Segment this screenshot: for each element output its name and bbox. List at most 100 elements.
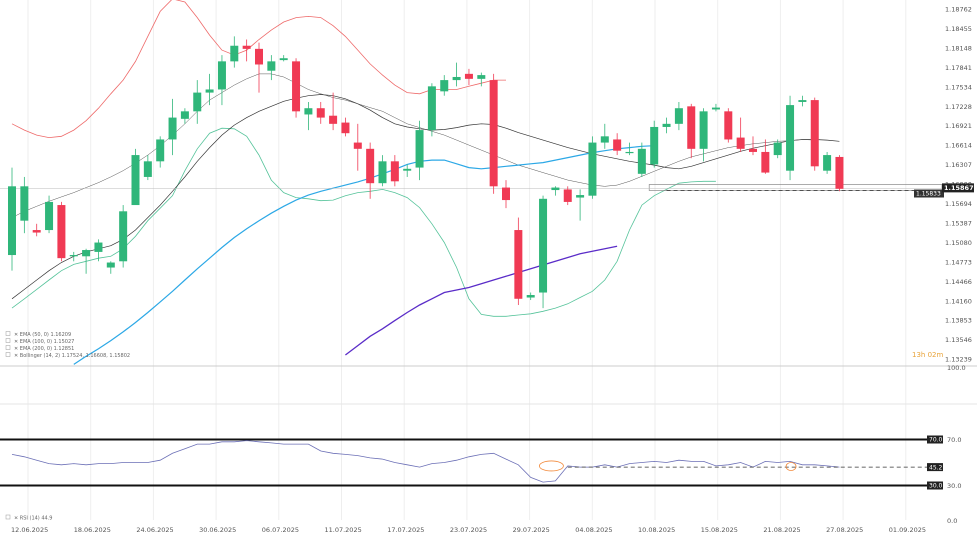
rsi-pane: 70.0 30.0 45.2 100.0 70.0 30.0 0.0 ✕ RSI (14) 4… bbox=[0, 364, 966, 525]
candle-up bbox=[662, 123, 671, 127]
bollinger-middle-line bbox=[11, 73, 815, 218]
price-tick-label: 1.15694 bbox=[945, 200, 972, 208]
candlesticks bbox=[8, 36, 844, 309]
rsi-axis-label: 70.0 bbox=[947, 436, 961, 444]
date-axis: 12.06.2025 18.06.2025 24.06.2025 30.06.2025… bbox=[11, 526, 926, 534]
candle-down bbox=[57, 205, 66, 259]
date-label: 15.08.2025 bbox=[701, 526, 738, 534]
date-label: 21.08.2025 bbox=[763, 526, 800, 534]
candle-up bbox=[625, 151, 634, 154]
candle-timer: 13h 02m bbox=[912, 351, 943, 359]
candle-up bbox=[415, 130, 424, 168]
date-label: 04.08.2025 bbox=[575, 526, 612, 534]
candle-up bbox=[8, 186, 16, 256]
date-label: 29.07.2025 bbox=[513, 526, 550, 534]
candle-up bbox=[180, 111, 189, 119]
candle-up bbox=[119, 211, 128, 262]
date-label: 17.07.2025 bbox=[387, 526, 424, 534]
rsi-level-tag-label: 30.0 bbox=[929, 483, 943, 490]
date-label: 06.07.2025 bbox=[262, 526, 299, 534]
date-label: 30.06.2025 bbox=[199, 526, 236, 534]
candle-up bbox=[217, 61, 226, 90]
candle-down bbox=[514, 230, 523, 299]
bollinger-bands bbox=[11, 0, 716, 317]
price-tick-label: 1.16614 bbox=[945, 142, 972, 150]
candle-down bbox=[316, 108, 325, 118]
candle-down bbox=[687, 106, 696, 149]
ema200-line bbox=[345, 245, 618, 356]
legend-entry: ✕ EMA (200, 0) 1.12851 bbox=[14, 346, 74, 352]
candle-up bbox=[156, 139, 165, 162]
candle-up bbox=[69, 255, 78, 257]
date-label: 18.06.2025 bbox=[74, 526, 111, 534]
rsi-level-tag bbox=[927, 463, 943, 472]
candle-up bbox=[699, 111, 708, 149]
price-tick-label: 1.16307 bbox=[945, 161, 972, 169]
candle-down bbox=[353, 142, 362, 149]
legend-checkbox bbox=[5, 514, 11, 520]
legend-checkbox bbox=[5, 331, 11, 336]
rsi-axis-label: 0.0 bbox=[947, 517, 957, 525]
price-tick-label: 1.17841 bbox=[945, 64, 972, 72]
candle-up bbox=[440, 80, 449, 92]
price-tick-label: 1.13853 bbox=[945, 317, 972, 325]
candle-up bbox=[279, 58, 288, 61]
legend-entry: ✕ EMA (100, 0) 1.15027 bbox=[14, 339, 74, 345]
candle-down bbox=[749, 148, 757, 152]
date-label: 24.06.2025 bbox=[136, 526, 173, 534]
candle-down bbox=[32, 230, 41, 233]
candle-up bbox=[711, 107, 720, 110]
indicator-legend: ✕ EMA (50, 0) 1.16209✕ EMA (100, 0) 1.15… bbox=[5, 331, 130, 359]
rsi-axis-label: 30.0 bbox=[947, 482, 961, 490]
price-tick-label: 1.13239 bbox=[945, 356, 972, 364]
ema-lines bbox=[11, 73, 840, 365]
candle-up bbox=[267, 61, 276, 71]
price-tick-label: 1.15080 bbox=[945, 239, 972, 247]
date-label: 27.08.2025 bbox=[826, 526, 863, 534]
candle-down bbox=[489, 80, 498, 187]
candle-down bbox=[242, 45, 251, 49]
candle-down bbox=[255, 48, 263, 65]
price-tick-label: 1.16921 bbox=[945, 122, 972, 130]
candle-down bbox=[761, 151, 770, 173]
price-tick-label: 1.17228 bbox=[945, 103, 972, 111]
candle-up bbox=[20, 186, 29, 221]
bollinger-lower-line bbox=[11, 127, 716, 317]
rsi-marker-ellipse bbox=[539, 460, 564, 472]
current-price-label: 1.15867 bbox=[944, 184, 974, 192]
support-box bbox=[648, 184, 943, 191]
candle-up bbox=[576, 195, 585, 198]
candle-up bbox=[403, 168, 412, 171]
rsi-marker-ellipse bbox=[785, 462, 797, 471]
candle-up bbox=[588, 142, 597, 196]
candle-down bbox=[366, 148, 375, 184]
price-tick-label: 1.13546 bbox=[945, 336, 972, 344]
candle-up bbox=[304, 108, 313, 115]
price-tick-label: 1.17534 bbox=[945, 83, 972, 91]
price-tick-label: 1.18455 bbox=[945, 25, 972, 33]
date-label: 23.07.2025 bbox=[450, 526, 487, 534]
candle-up bbox=[823, 155, 832, 171]
candle-up bbox=[650, 126, 659, 165]
candle-up bbox=[193, 92, 202, 112]
candle-down bbox=[613, 139, 622, 151]
candle-up bbox=[786, 105, 795, 171]
legend-checkbox bbox=[5, 338, 11, 343]
price-tick-label: 1.14466 bbox=[945, 278, 972, 286]
support-zone bbox=[0, 184, 943, 191]
current-price-tag bbox=[942, 183, 974, 193]
candle-up bbox=[452, 76, 461, 81]
candle-up bbox=[94, 242, 103, 252]
legend-entry: ✕ EMA (50, 0) 1.16209 bbox=[14, 332, 71, 338]
price-tick-label: 1.14160 bbox=[945, 297, 972, 305]
legend-checkbox bbox=[5, 345, 11, 350]
rsi-legend: ✕ RSI (14) 44.9 bbox=[14, 516, 52, 522]
candle-down bbox=[341, 122, 350, 134]
date-label: 12.06.2025 bbox=[11, 526, 48, 534]
candle-up bbox=[168, 117, 177, 140]
candle-down bbox=[724, 111, 733, 140]
candle-up bbox=[230, 45, 239, 62]
candle-down bbox=[736, 137, 745, 149]
price-tick-label: 1.14773 bbox=[945, 258, 972, 266]
candle-down bbox=[292, 61, 301, 112]
